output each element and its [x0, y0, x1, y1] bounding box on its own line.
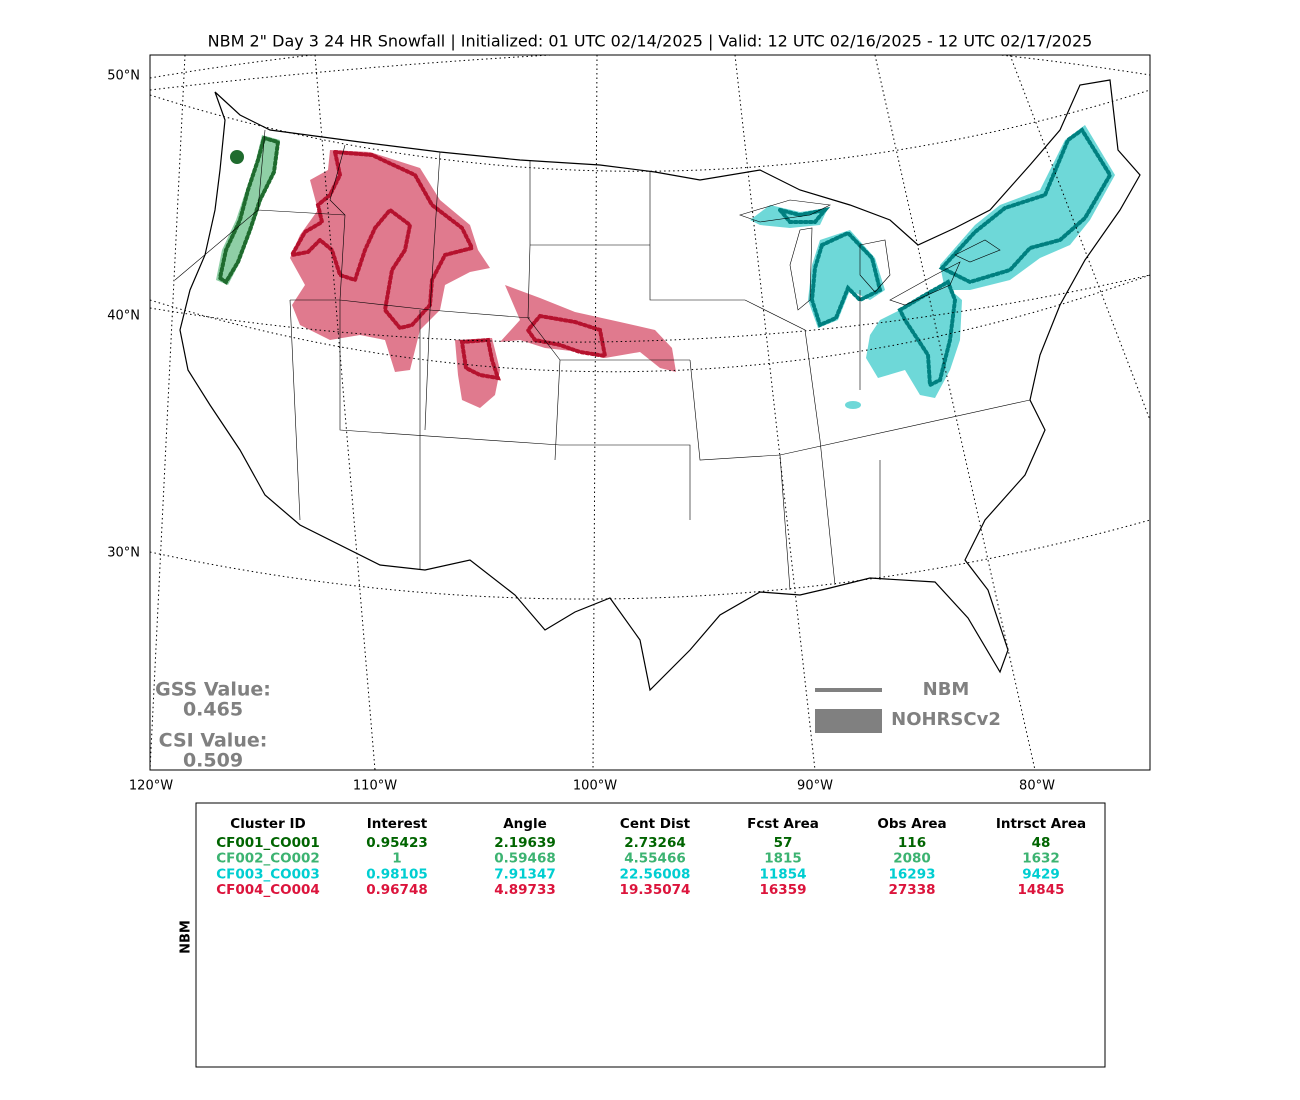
table-cell: 4.55466 — [624, 851, 686, 867]
obs-area — [866, 285, 962, 398]
obs-area — [216, 135, 280, 285]
fcst-outline — [525, 313, 608, 359]
table-cell: 2.73264 — [624, 835, 686, 851]
table-frame — [195, 802, 1106, 1068]
score-label: GSS Value: — [155, 679, 271, 701]
fcst-outline — [459, 337, 501, 381]
table-cell: 0.95423 — [366, 835, 428, 851]
table-cell: CF002_CO002 — [216, 851, 320, 867]
title: NBM 2" Day 3 24 HR Snowfall | Initialize… — [208, 32, 1093, 51]
graticule — [150, 55, 1150, 770]
legend-label: NOHRSCv2 — [891, 709, 1001, 730]
table-cell: 2080 — [893, 851, 931, 867]
lat-label: 30°N — [107, 546, 140, 561]
obs-area — [808, 230, 885, 328]
lon-label: 120°W — [129, 779, 173, 794]
table-header: Cent Dist — [620, 816, 691, 832]
score-value: 0.465 — [183, 699, 243, 721]
table-cell: 27338 — [889, 882, 936, 898]
table-cell: 116 — [898, 835, 926, 851]
legend-fill — [815, 709, 882, 733]
state-lines — [174, 129, 1031, 591]
table-cell: 1 — [392, 851, 401, 867]
table-cell: 11854 — [760, 866, 807, 882]
obs-area — [230, 150, 244, 164]
obs-area — [845, 401, 861, 409]
obs-area — [940, 125, 1115, 290]
table-cell: 19.35074 — [620, 882, 691, 898]
fcst-outline — [774, 206, 831, 224]
fcst-outline — [217, 135, 281, 285]
table-cell: 57 — [774, 835, 793, 851]
table-cell: 16293 — [889, 866, 936, 882]
score-label: CSI Value: — [159, 730, 268, 752]
table-cell: CF004_CO004 — [216, 882, 320, 898]
lon-label: 80°W — [1019, 779, 1055, 794]
coastline — [179, 79, 1141, 692]
table-cell: 48 — [1032, 835, 1051, 851]
legend-label: NBM — [923, 679, 970, 700]
lat-label: 50°N — [107, 69, 140, 84]
table-cell: 9429 — [1022, 866, 1060, 882]
table-cell: 1632 — [1022, 851, 1060, 867]
map-frame — [149, 54, 1151, 771]
lat-label: 40°N — [107, 309, 140, 324]
legend: NBM NOHRSCv2 — [815, 679, 1001, 733]
score-value: 0.509 — [183, 750, 243, 772]
map: 50°N 40°N 30°N 120°W 110°W 100°W 90°W 80°W — [107, 54, 1151, 794]
table-side-label: NBM — [179, 920, 194, 954]
fcst-outline — [288, 149, 475, 331]
obs-area — [290, 150, 490, 372]
lon-label: 90°W — [797, 779, 833, 794]
table-header: Intrsct Area — [996, 816, 1086, 832]
table-cell: 14845 — [1018, 882, 1065, 898]
fcst-outline — [897, 279, 958, 389]
table-header: Obs Area — [877, 816, 946, 832]
table-cell: 7.91347 — [494, 866, 556, 882]
table-cell: CF001_CO001 — [216, 835, 320, 851]
table-cell: 0.59468 — [494, 851, 556, 867]
stats-table: NBM Cluster ID Interest Angle Cent Dist Fcst… — [179, 802, 1106, 1068]
table-cell: 0.96748 — [366, 882, 428, 898]
table-cell: 0.98105 — [366, 866, 428, 882]
table-header: Fcst Area — [747, 816, 819, 832]
fcst-outline — [938, 127, 1113, 285]
lon-label: 100°W — [573, 779, 617, 794]
table-header: Cluster ID — [230, 816, 305, 832]
table-cell: 2.19639 — [494, 835, 556, 851]
table-cell: 1815 — [764, 851, 802, 867]
table-cell: 16359 — [760, 882, 807, 898]
fcst-outline — [809, 230, 883, 328]
obs-area — [500, 285, 676, 372]
lon-label: 110°W — [353, 779, 397, 794]
table-header: Angle — [503, 816, 547, 832]
table-cell: 22.56008 — [620, 866, 691, 882]
table-header: Interest — [367, 816, 428, 832]
scores: GSS Value: 0.465 CSI Value: 0.509 — [155, 679, 271, 772]
great-lakes — [739, 199, 1001, 311]
table-cell: CF003_CO003 — [216, 866, 320, 882]
table-cell: 4.89733 — [494, 882, 556, 898]
